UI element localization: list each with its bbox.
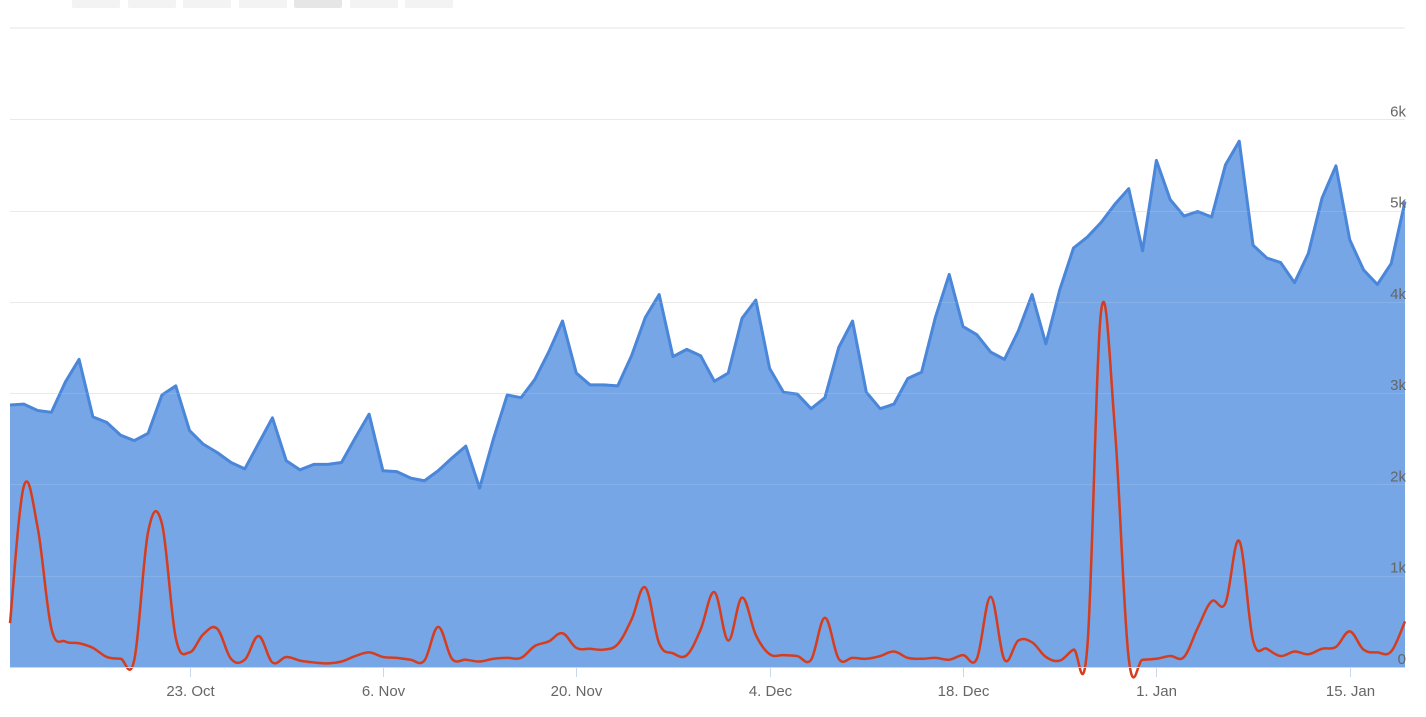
- x-tick-label: 15. Jan: [1326, 683, 1375, 700]
- range-button[interactable]: [405, 0, 453, 8]
- x-tick-label: 23. Oct: [166, 683, 215, 700]
- y-tick-label: 2k: [1390, 468, 1406, 485]
- range-button[interactable]: [350, 0, 398, 8]
- x-tick-label: 1. Jan: [1136, 683, 1177, 700]
- x-tick-label: 18. Dec: [938, 683, 990, 700]
- range-button[interactable]: [128, 0, 176, 8]
- range-button[interactable]: [72, 0, 120, 8]
- area-series-fill: [10, 141, 1405, 667]
- x-tick-label: 6. Nov: [362, 683, 406, 700]
- y-tick-label: 6k: [1390, 103, 1406, 120]
- area-series: [10, 120, 1405, 668]
- y-tick-label: 4k: [1390, 286, 1406, 303]
- y-tick-label: 5k: [1390, 195, 1406, 212]
- y-tick-label: 0: [1398, 651, 1406, 668]
- y-tick-label: 1k: [1390, 560, 1406, 577]
- x-tick-label: 20. Nov: [551, 683, 603, 700]
- x-tick-label: 4. Dec: [749, 683, 793, 700]
- y-tick-label: 3k: [1390, 377, 1406, 394]
- range-button[interactable]: [183, 0, 231, 8]
- range-button[interactable]: [239, 0, 287, 8]
- range-button[interactable]: [294, 0, 342, 8]
